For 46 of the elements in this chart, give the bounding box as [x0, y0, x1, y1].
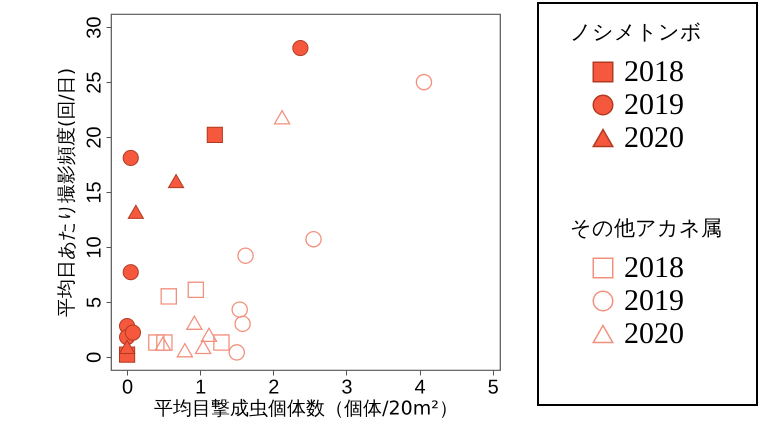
point — [148, 334, 165, 351]
point — [119, 340, 136, 354]
point — [274, 110, 290, 124]
point — [416, 74, 432, 90]
point — [160, 288, 177, 305]
legend-label: 2018 — [624, 251, 684, 284]
x-tick-label: 2 — [268, 376, 280, 398]
legend-label: 2018 — [624, 55, 684, 88]
legend-label: 2019 — [624, 284, 684, 317]
point — [128, 204, 144, 219]
x-tick-label: 1 — [195, 376, 206, 398]
point — [305, 231, 322, 248]
text: ノシメトンボ — [570, 20, 702, 44]
text: その他アカネ属 — [570, 216, 722, 240]
point — [176, 343, 194, 358]
point — [292, 40, 308, 56]
legend-label: 2020 — [624, 317, 684, 350]
y-tick-label: 5 — [84, 296, 106, 308]
legend-label: 2019 — [624, 88, 684, 121]
point — [237, 248, 254, 264]
y-tick-label: 10 — [84, 236, 106, 259]
point — [200, 328, 218, 342]
point — [194, 340, 212, 354]
point — [186, 316, 203, 330]
point — [168, 174, 184, 188]
y-tick-label: 15 — [84, 181, 106, 204]
y-tick-label: 20 — [84, 126, 106, 149]
x-tick-label: 0 — [122, 376, 134, 398]
legend-label: 2020 — [624, 121, 684, 154]
x-axis-title: 平均目撃成虫個体数（個体/20m²） — [154, 398, 458, 420]
y-axis-title: 平均日あたり撮影頻度(回/日) — [56, 68, 78, 318]
point — [188, 282, 204, 298]
y-tick-label: 30 — [84, 16, 106, 39]
x-tick-label: 5 — [488, 376, 499, 398]
y-tick-label: 25 — [84, 72, 106, 94]
point — [228, 344, 245, 361]
point — [122, 150, 139, 166]
point — [124, 324, 142, 341]
y-tick-label: 0 — [84, 352, 106, 363]
x-tick-label: 4 — [414, 376, 426, 398]
point — [213, 334, 230, 351]
point — [122, 264, 139, 280]
point — [206, 126, 223, 143]
point — [234, 316, 251, 332]
point — [231, 301, 248, 318]
x-tick-label: 3 — [341, 376, 353, 398]
